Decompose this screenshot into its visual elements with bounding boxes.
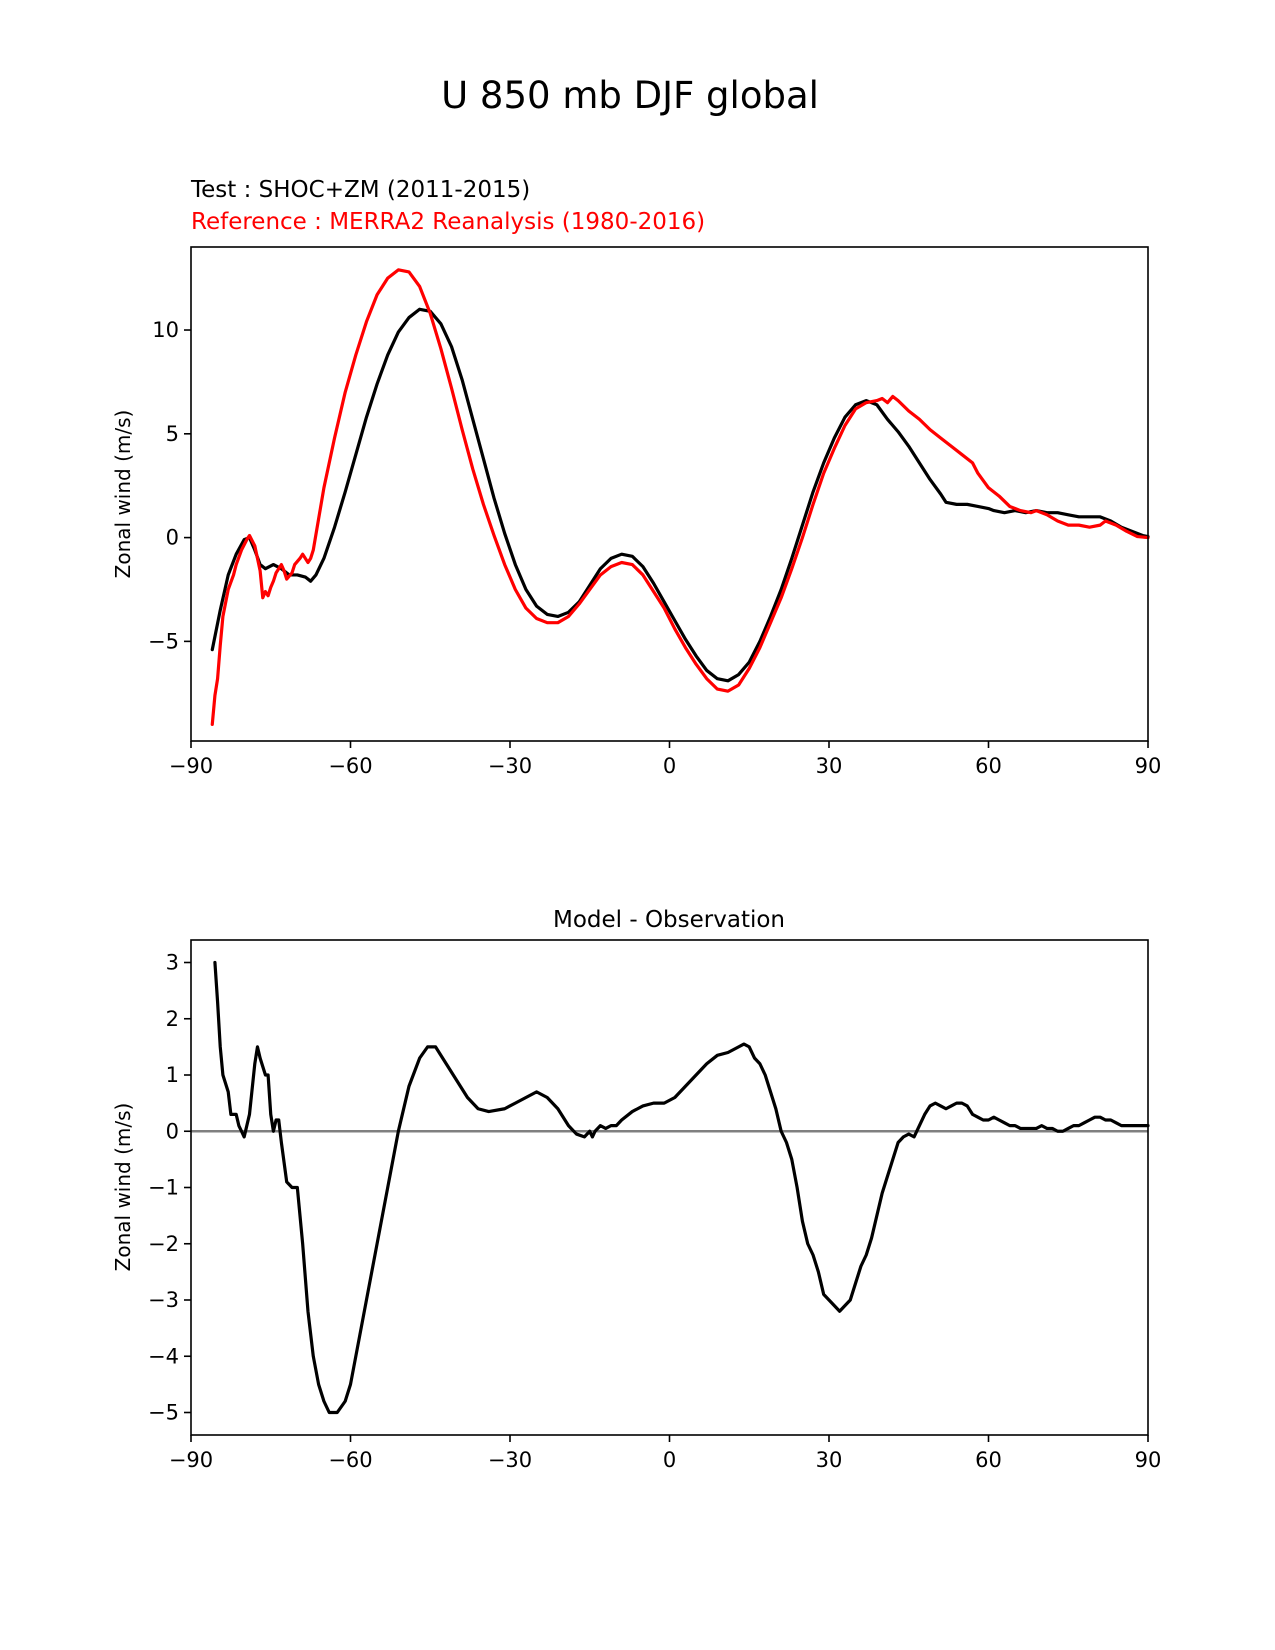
y-tick-label: −2 [148,1232,179,1256]
x-tick-label: −90 [169,754,213,778]
bottom-panel: Model - Observation −90 −60 −30 0 30 60 90 −5−… [111,907,1161,1472]
bottom-y-axis: −5 −4 −3 −2 −1 0 1 2 3 [148,951,191,1425]
y-tick-label: 10 [152,318,179,342]
x-tick-label: 60 [975,754,1002,778]
y-tick-label: 3 [166,951,179,975]
top-y-axis-label: Zonal wind (m/s) [111,410,135,579]
top-panel: Test : SHOC+ZM (2011-2015) Reference : M… [111,177,1161,778]
x-tick-label: 30 [816,1448,843,1472]
figure-title: U 850 mb DJF global [441,74,819,117]
y-tick-label: −5 [148,1401,179,1425]
x-tick-label: 60 [975,1448,1002,1472]
y-tick-label: 0 [166,526,179,550]
top-x-axis: −90 −60 −30 0 30 60 90 [169,741,1162,778]
x-tick-label: 90 [1135,754,1162,778]
y-tick-label: 0 [166,1119,179,1143]
y-tick-label: −3 [148,1288,179,1312]
test-label: Test : SHOC+ZM (2011-2015) [190,177,530,203]
x-tick-label: −60 [328,754,372,778]
x-tick-label: 0 [663,754,676,778]
x-tick-label: −30 [488,1448,532,1472]
top-y-axis: −5 0 5 10 [148,318,191,653]
x-tick-label: 0 [663,1448,676,1472]
y-tick-label: −4 [148,1344,179,1368]
y-tick-label: 1 [166,1063,179,1087]
x-tick-label: −30 [488,754,532,778]
top-axes-frame [190,246,1149,742]
y-tick-label: −5 [148,629,179,653]
top-plot-area [210,268,1150,726]
y-tick-label: 2 [166,1007,179,1031]
x-tick-label: 30 [816,754,843,778]
series-line-model-observation [213,960,1150,1415]
reference-label: Reference : MERRA2 Reanalysis (1980-2016… [191,209,705,235]
bottom-title: Model - Observation [553,907,785,933]
y-tick-label: 5 [166,422,179,446]
bottom-y-axis-label: Zonal wind (m/s) [111,1103,135,1272]
y-tick-label: −1 [148,1176,179,1200]
bottom-axes-frame [190,939,1149,1436]
bottom-plot-area [191,960,1150,1415]
x-tick-label: −60 [328,1448,372,1472]
series-line-test-shoc-zm-2011-2015 [210,307,1150,683]
bottom-x-axis: −90 −60 −30 0 30 60 90 [169,1435,1162,1472]
series-line-reference-merra2-reanalysis-1980-2016 [210,268,1150,726]
x-tick-label: −90 [169,1448,213,1472]
x-tick-label: 90 [1135,1448,1162,1472]
